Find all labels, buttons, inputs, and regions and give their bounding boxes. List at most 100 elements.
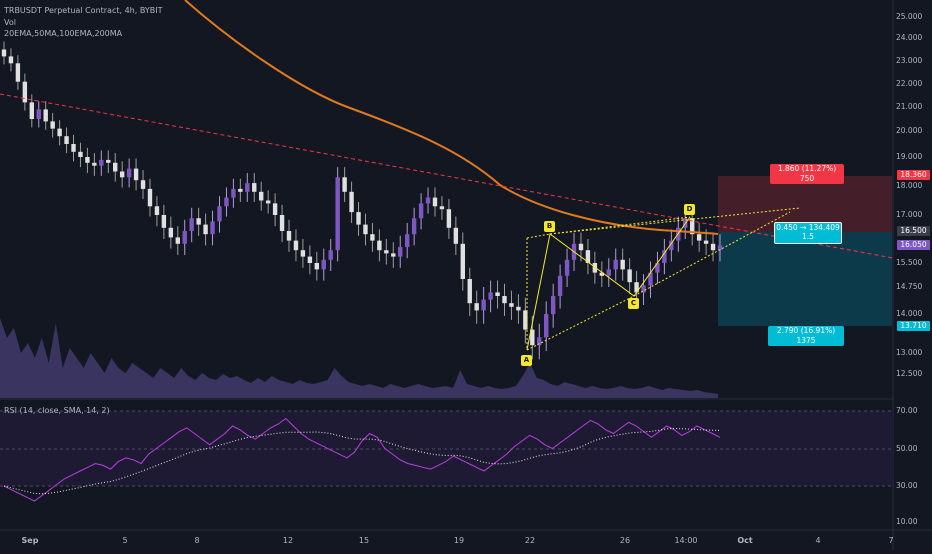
time-tick: 15 xyxy=(358,536,370,545)
pattern-point-b[interactable]: B xyxy=(544,221,555,232)
candle-body xyxy=(245,183,250,192)
time-tick: 4 xyxy=(815,536,821,545)
candle-body xyxy=(50,121,55,129)
candle-body xyxy=(203,224,208,235)
candle-body xyxy=(133,168,139,181)
candle-body xyxy=(78,151,83,157)
candle-body xyxy=(217,206,222,222)
candle-body xyxy=(15,63,21,82)
symbol-title[interactable]: TRBUSDT Perpetual Contract, 4h, BYBIT xyxy=(4,6,163,15)
candle-body xyxy=(328,250,333,260)
candle-body xyxy=(662,250,667,263)
price-tick: 20.000 xyxy=(896,126,923,135)
price-tick: 25.000 xyxy=(896,12,923,21)
time-tick: 5 xyxy=(122,536,128,545)
candle-body xyxy=(488,292,493,300)
rsi-band xyxy=(0,411,893,486)
candle-body xyxy=(92,162,97,166)
rsi-tick: 50.00 xyxy=(896,444,918,453)
candle-body xyxy=(655,263,660,273)
risk-reward-box[interactable]: 0.450 → 134.409 1.5 xyxy=(774,222,842,244)
candle-body xyxy=(439,206,445,210)
candle-body xyxy=(106,159,111,163)
candle-body xyxy=(669,240,674,251)
pattern-point-d[interactable]: D xyxy=(684,204,695,215)
entry-price-badge: 16.500 xyxy=(897,226,930,236)
price-tick: 24.000 xyxy=(896,33,923,42)
candle-body xyxy=(147,188,153,207)
candle-body xyxy=(140,180,146,189)
candle-body xyxy=(717,245,723,251)
candle-body xyxy=(432,197,438,207)
candle-body xyxy=(481,299,486,311)
candle-body xyxy=(22,81,28,103)
candle-body xyxy=(36,109,41,119)
candle-body xyxy=(196,218,201,225)
candle-body xyxy=(606,269,611,276)
candle-body xyxy=(265,200,271,204)
rsi-tick: 10.00 xyxy=(896,517,918,526)
price-tick: 14.000 xyxy=(896,309,923,318)
candle-body xyxy=(446,209,452,228)
time-tick: 26 xyxy=(619,536,631,545)
time-tick: 22 xyxy=(524,536,536,545)
pattern-point-c[interactable]: C xyxy=(628,298,639,309)
candle-body xyxy=(1,49,7,57)
rsi-tick: 70.00 xyxy=(896,406,918,415)
candle-body xyxy=(119,171,125,178)
candle-body xyxy=(189,218,194,231)
candle-body xyxy=(43,109,48,122)
ema-legend[interactable]: 20EMA,50MA,100EMA,200MA xyxy=(4,29,123,38)
candle-body xyxy=(689,218,695,235)
candle-body xyxy=(113,162,118,172)
candle-body xyxy=(175,237,180,244)
candle-body xyxy=(349,191,354,213)
candle-body xyxy=(460,243,465,279)
candle-body xyxy=(557,275,563,296)
candle-body xyxy=(550,296,556,314)
candle-body xyxy=(57,128,62,137)
price-tick: 23.000 xyxy=(896,56,923,65)
candle-body xyxy=(495,292,500,296)
rsi-line xyxy=(3,417,721,502)
candle-body xyxy=(377,240,382,251)
price-tick: 22.000 xyxy=(896,79,923,88)
candle-body xyxy=(29,102,35,119)
harmonic-legs xyxy=(526,216,691,351)
price-tick: 12.500 xyxy=(896,369,923,378)
volume-legend[interactable]: Vol xyxy=(4,18,16,27)
candle-body xyxy=(425,197,431,204)
candle-body xyxy=(404,234,410,247)
time-tick: 8 xyxy=(194,536,200,545)
price-tick: 14.750 xyxy=(896,282,923,291)
candle-body xyxy=(502,296,507,304)
pattern-point-a[interactable]: A xyxy=(521,355,532,366)
candle-body xyxy=(286,231,292,241)
candle-body xyxy=(259,191,264,201)
time-tick: 19 xyxy=(453,536,465,545)
candle-body xyxy=(293,240,299,251)
candle-body xyxy=(474,303,479,311)
candle-body xyxy=(85,157,90,163)
stop-label: 2.790 (16.91%) 1375 xyxy=(768,326,844,346)
candle-body xyxy=(411,218,417,235)
candle-body xyxy=(307,256,313,263)
candle-body xyxy=(599,272,605,276)
candle-body xyxy=(703,240,709,244)
candle-body xyxy=(453,227,459,244)
candle-body xyxy=(161,215,167,228)
upper-wedge-line xyxy=(549,207,801,235)
current-price-badge: 16.050 xyxy=(897,240,930,250)
candle-body xyxy=(613,259,618,270)
candle-body xyxy=(99,159,104,166)
candle-body xyxy=(8,56,14,64)
volume-area xyxy=(0,318,718,398)
candle-body xyxy=(398,247,403,257)
rsi-legend[interactable]: RSI (14, close, SMA, 14, 2) xyxy=(4,406,110,415)
time-tick: Sep xyxy=(21,536,39,545)
candle-body xyxy=(272,203,278,215)
candle-body xyxy=(467,279,472,304)
candle-body xyxy=(224,197,229,207)
